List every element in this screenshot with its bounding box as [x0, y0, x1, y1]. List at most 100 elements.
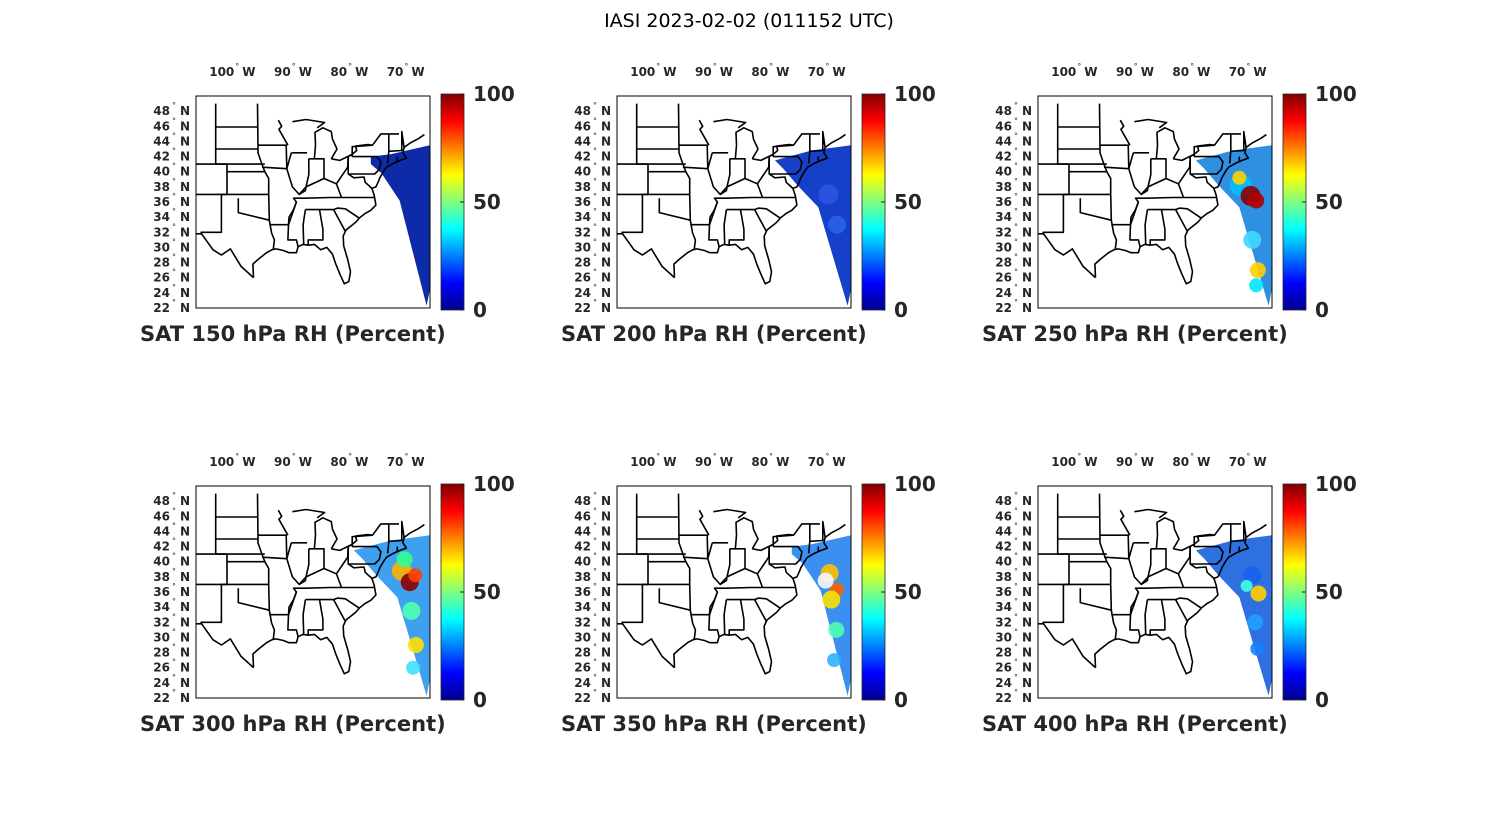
lat-tick-label: 32	[153, 225, 170, 239]
swath-layer	[1195, 535, 1272, 696]
state-line	[723, 209, 728, 245]
state-line	[1155, 126, 1180, 160]
moisture-patch	[1250, 641, 1265, 656]
degree-symbol: °	[1014, 537, 1018, 546]
lat-hemisphere: N	[601, 301, 611, 315]
state-line	[1129, 201, 1140, 225]
state-line	[287, 201, 298, 225]
moisture-patch	[822, 590, 841, 609]
state-line	[1230, 520, 1247, 543]
lat-tick-label: 32	[995, 615, 1012, 629]
degree-symbol: °	[1014, 101, 1018, 110]
degree-symbol: °	[172, 552, 176, 561]
moisture-patch	[1240, 579, 1253, 592]
colorbar-tick-label: 0	[894, 298, 908, 322]
degree-symbol: °	[1014, 116, 1018, 125]
degree-symbol: °	[1014, 688, 1018, 697]
degree-symbol: °	[593, 298, 597, 307]
moisture-patch	[818, 184, 839, 205]
lon-tick-label: 100	[209, 455, 234, 469]
lon-hemisphere: W	[1197, 65, 1210, 79]
lat-hemisphere: N	[180, 271, 190, 285]
colorbar-tick-label: 100	[1315, 82, 1357, 106]
lat-tick-label: 22	[574, 691, 591, 705]
colorbar-tick-label: 0	[894, 688, 908, 712]
state-line	[332, 599, 347, 622]
lat-hemisphere: N	[1022, 210, 1032, 224]
degree-symbol: °	[172, 643, 176, 652]
colorbar-tick-label: 50	[894, 190, 922, 214]
lat-tick-label: 46	[995, 119, 1012, 133]
degree-symbol: °	[593, 612, 597, 621]
lon-tick-label: 80	[751, 455, 768, 469]
state-line	[237, 198, 270, 221]
state-line	[707, 152, 731, 196]
lat-tick-label: 48	[995, 494, 1012, 508]
degree-symbol: °	[172, 162, 176, 171]
state-line	[237, 588, 270, 611]
state-line	[1189, 563, 1215, 579]
lon-hemisphere: W	[1084, 455, 1097, 469]
state-line	[287, 591, 298, 615]
degree-symbol: °	[172, 192, 176, 201]
moisture-patch	[827, 215, 846, 234]
lat-hemisphere: N	[601, 104, 611, 118]
degree-symbol: °	[172, 283, 176, 292]
lat-tick-label: 22	[153, 301, 170, 315]
lat-hemisphere: N	[1022, 585, 1032, 599]
state-line	[1079, 588, 1112, 611]
colorbar-tick-label: 100	[473, 472, 515, 496]
state-line	[1177, 573, 1185, 588]
degree-symbol: °	[172, 627, 176, 636]
state-line	[734, 516, 759, 550]
state-line	[1128, 542, 1152, 586]
lon-tick-label: 90	[274, 65, 291, 79]
lat-hemisphere: N	[601, 134, 611, 148]
moisture-patch	[817, 572, 834, 589]
degree-symbol: °	[593, 658, 597, 667]
map-area	[196, 96, 430, 308]
moisture-patch	[1250, 585, 1267, 602]
lat-tick-label: 40	[574, 165, 591, 179]
lon-hemisphere: W	[1141, 65, 1154, 79]
state-line	[1174, 209, 1189, 232]
state-line	[1189, 155, 1224, 175]
lat-hemisphere: N	[601, 585, 611, 599]
degree-symbol: °	[348, 62, 352, 71]
state-line	[1119, 119, 1131, 146]
lat-hemisphere: N	[1022, 676, 1032, 690]
degree-symbol: °	[1014, 552, 1018, 561]
lon-tick-label: 100	[209, 65, 234, 79]
degree-symbol: °	[1014, 177, 1018, 186]
state-line	[677, 493, 691, 585]
degree-symbol: °	[1134, 62, 1138, 71]
lat-hemisphere: N	[601, 615, 611, 629]
degree-symbol: °	[1190, 62, 1194, 71]
degree-symbol: °	[172, 537, 176, 546]
state-line	[740, 207, 781, 219]
lat-hemisphere: N	[601, 524, 611, 538]
lat-hemisphere: N	[180, 240, 190, 254]
state-boundaries	[617, 493, 846, 675]
lat-tick-label: 42	[995, 540, 1012, 554]
state-line	[347, 173, 373, 189]
lat-hemisphere: N	[601, 165, 611, 179]
lat-hemisphere: N	[601, 691, 611, 705]
degree-symbol: °	[1014, 192, 1018, 201]
state-line	[292, 118, 326, 129]
lat-hemisphere: N	[601, 195, 611, 209]
lat-hemisphere: N	[601, 676, 611, 690]
lon-tick-label: 70	[808, 455, 825, 469]
degree-symbol: °	[172, 253, 176, 262]
state-line	[1129, 591, 1140, 615]
lat-hemisphere: N	[1022, 570, 1032, 584]
degree-symbol: °	[404, 452, 408, 461]
degree-symbol: °	[769, 452, 773, 461]
lon-hemisphere: W	[355, 455, 368, 469]
state-line	[1173, 143, 1215, 162]
lat-hemisphere: N	[601, 210, 611, 224]
degree-symbol: °	[656, 452, 660, 461]
colorbar-tick-label: 100	[473, 82, 515, 106]
coastline	[673, 133, 846, 285]
